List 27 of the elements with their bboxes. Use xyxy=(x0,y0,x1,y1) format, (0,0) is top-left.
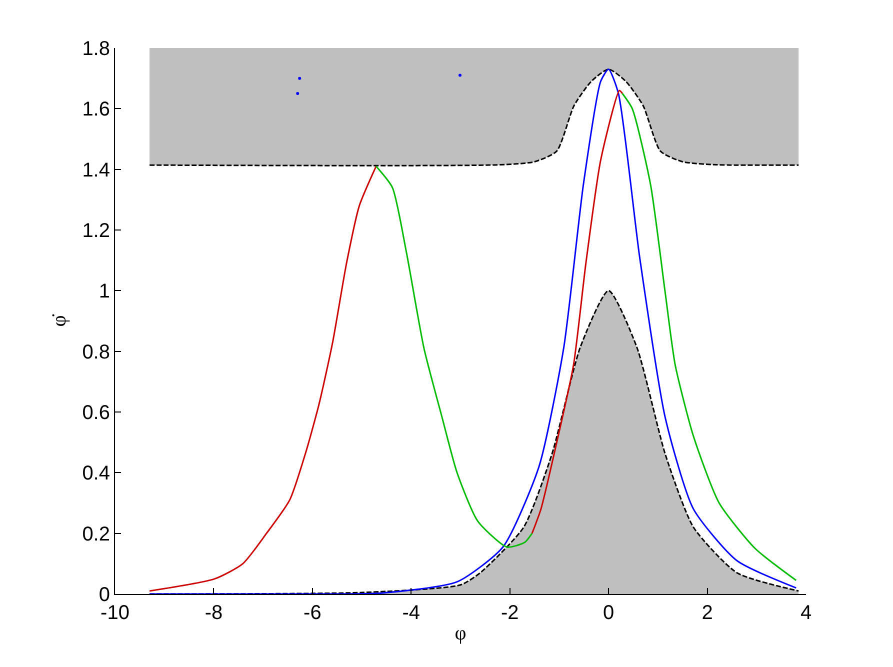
y-tick-label: 0.8 xyxy=(82,341,110,364)
y-tick-label: 1.4 xyxy=(82,159,110,182)
y-tick-label: 0.6 xyxy=(82,402,110,424)
point xyxy=(298,76,302,80)
y-tick-label: 1.6 xyxy=(82,98,110,121)
line-series xyxy=(148,68,800,166)
y-tick-label: 0.4 xyxy=(82,462,110,485)
point xyxy=(296,92,300,95)
y-tick-label: 1 xyxy=(98,280,110,303)
y-axis-title: φ̇ xyxy=(48,313,71,327)
y-tick-label: 0.2 xyxy=(82,523,110,546)
line-series xyxy=(148,68,797,594)
x-tick-label: 2 xyxy=(702,602,713,624)
x-axis-title: φ xyxy=(454,622,466,644)
x-tick-label: -2 xyxy=(500,602,519,624)
x-tick-label: 4 xyxy=(800,602,812,624)
x-tick-label: -6 xyxy=(304,602,322,624)
x-tick-label: -4 xyxy=(402,602,420,624)
line-series xyxy=(622,92,797,582)
line-series xyxy=(531,90,624,534)
y-tick-label: 1.2 xyxy=(82,220,110,242)
line-series xyxy=(148,166,377,592)
x-tick-label: 0 xyxy=(603,602,614,624)
point xyxy=(458,74,462,77)
line-series xyxy=(375,166,533,548)
y-tick-label: 1.8 xyxy=(82,38,110,60)
x-tick-label: -8 xyxy=(204,602,223,624)
